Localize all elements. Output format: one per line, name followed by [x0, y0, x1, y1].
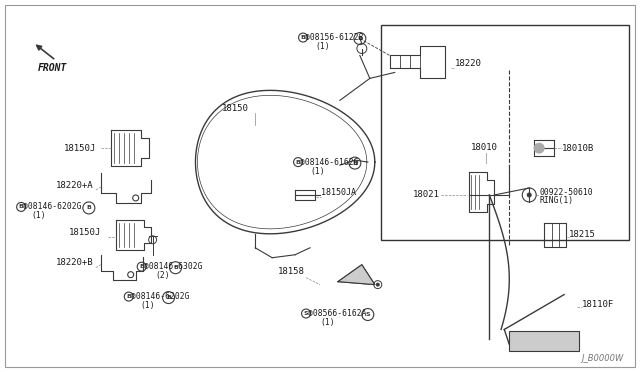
- Bar: [509, 331, 579, 352]
- Text: B: B: [173, 265, 178, 270]
- Text: 18215: 18215: [569, 230, 596, 239]
- Text: (1): (1): [310, 167, 324, 176]
- Text: (1): (1): [31, 211, 45, 220]
- Text: B: B: [126, 294, 131, 299]
- Polygon shape: [338, 265, 375, 285]
- Text: B: B: [86, 205, 92, 211]
- Text: B: B: [301, 35, 305, 40]
- Text: B: B: [140, 264, 144, 269]
- Text: 18220+B: 18220+B: [56, 258, 93, 267]
- Text: S: S: [365, 312, 370, 317]
- Text: 18220+A: 18220+A: [56, 180, 93, 189]
- Text: ®08146-6202G: ®08146-6202G: [131, 292, 189, 301]
- Text: B: B: [357, 36, 362, 41]
- Text: 18158: 18158: [278, 267, 305, 276]
- Circle shape: [534, 143, 544, 153]
- Circle shape: [376, 283, 380, 286]
- Text: (2): (2): [156, 271, 170, 280]
- Text: B: B: [353, 161, 357, 166]
- Text: RING(1): RING(1): [539, 196, 573, 205]
- Text: (1): (1): [315, 42, 330, 51]
- Text: 18150J: 18150J: [64, 144, 96, 153]
- Text: 00922-50610: 00922-50610: [539, 189, 593, 198]
- Bar: [381, 25, 629, 240]
- Text: 18150: 18150: [222, 104, 249, 113]
- Text: 18010: 18010: [471, 142, 498, 152]
- Text: 18220: 18220: [454, 59, 481, 68]
- Text: (1): (1): [141, 301, 156, 310]
- Text: B: B: [296, 160, 301, 164]
- Text: S: S: [304, 311, 308, 316]
- Text: 18010B: 18010B: [562, 144, 595, 153]
- Text: ®08146-6202G: ®08146-6202G: [23, 202, 82, 211]
- Text: (1): (1): [320, 318, 335, 327]
- Text: 18110F: 18110F: [582, 300, 614, 309]
- Circle shape: [527, 193, 531, 197]
- Text: ®08146-6302G: ®08146-6302G: [143, 262, 202, 271]
- Text: 18021: 18021: [413, 190, 440, 199]
- Text: J_B0000W: J_B0000W: [582, 355, 624, 363]
- Text: ®08156-61228: ®08156-61228: [305, 33, 364, 42]
- Text: 18150J: 18150J: [69, 228, 101, 237]
- Text: ®08566-6162A: ®08566-6162A: [308, 309, 367, 318]
- Text: ®08146-6162G: ®08146-6162G: [300, 158, 358, 167]
- Text: B: B: [19, 205, 24, 209]
- Text: 18150JA: 18150JA: [321, 189, 356, 198]
- Text: B: B: [166, 295, 171, 300]
- Text: FRONT: FRONT: [38, 64, 67, 73]
